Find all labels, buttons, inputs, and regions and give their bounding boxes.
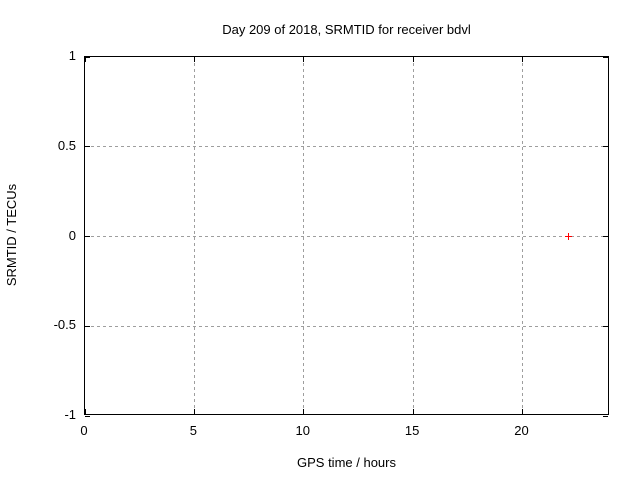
x-tick-label: 0 [80,423,88,438]
plot-area [84,56,609,417]
x-tick-mark-top [412,57,414,62]
y-tick-label: -0.5 [53,317,76,333]
y-tick-mark-left [85,415,90,417]
x-tick-mark-top [522,57,523,62]
y-tick-label: -1 [64,407,76,422]
y-tick-mark-right [603,146,608,148]
x-axis-label: GPS time / hours [297,455,396,470]
y-tick-mark-left [85,325,90,327]
y-axis-label: SRMTID / TECUs [4,183,19,287]
x-gridline [412,57,414,414]
x-tick-label: 15 [404,423,420,438]
x-tick-mark-top [303,57,305,62]
marker-stroke-vertical [567,233,569,240]
chart-title: Day 209 of 2018, SRMTID for receiver bdv… [222,22,471,37]
x-tick-mark-bottom [412,409,414,414]
x-tick-mark-bottom [303,409,305,414]
y-tick-mark-right [603,415,608,417]
x-tick-mark-bottom [84,409,86,414]
x-tick-label: 5 [189,423,197,438]
y-tick-mark-right [603,236,608,237]
x-tick-label: 10 [295,423,310,438]
data-point-marker [564,233,572,240]
x-gridline [522,57,523,414]
y-gridline [85,236,608,237]
y-tick-mark-left [85,146,90,148]
x-tick-mark-bottom [522,409,523,414]
y-tick-mark-right [603,56,608,58]
x-tick-label: 20 [514,423,529,438]
x-tick-mark-top [193,57,195,62]
y-tick-label: 0.5 [57,137,76,153]
y-tick-mark-left [85,236,90,237]
x-gridline [303,57,305,414]
y-tick-label: 1 [68,48,76,63]
y-tick-mark-left [85,56,90,58]
y-gridline [85,325,608,327]
x-tick-mark-top [84,57,86,62]
y-tick-mark-right [603,325,608,327]
x-tick-mark-bottom [193,409,195,414]
y-tick-label: 0 [68,227,76,243]
y-gridline [85,146,608,148]
x-gridline [193,57,195,414]
